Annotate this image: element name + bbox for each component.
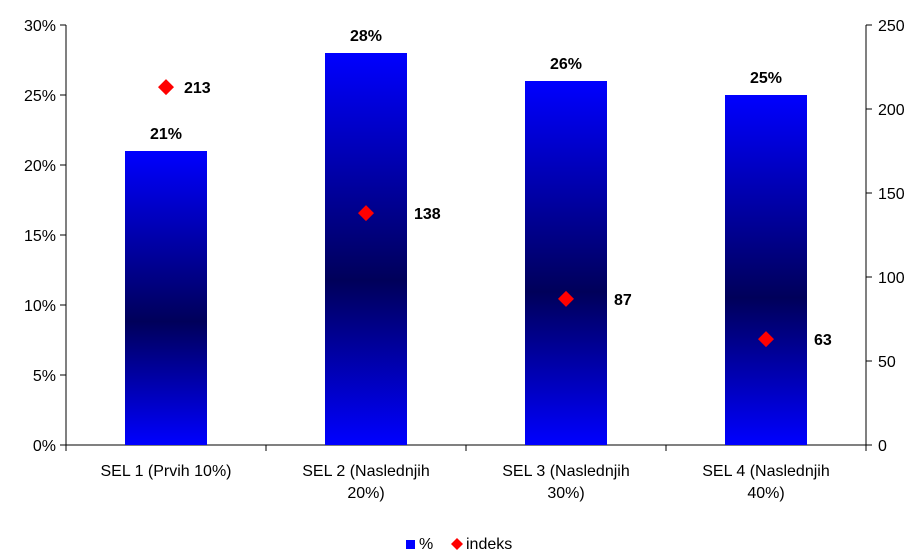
right-tick-label: 0 — [878, 438, 887, 455]
category-label: SEL 2 (Naslednjih 20%) — [302, 463, 429, 502]
left-tick-label: 5% — [33, 368, 56, 385]
category-label: SEL 3 (Naslednjih 30%) — [502, 463, 629, 502]
indeks-marker — [358, 205, 374, 222]
legend-diamond-marker — [451, 538, 463, 550]
left-tick-label: 0% — [33, 438, 56, 455]
bar-series — [125, 53, 807, 445]
indeks-value-label: 213 — [184, 80, 211, 97]
indeks-value-label: 87 — [614, 292, 632, 309]
indeks-marker — [558, 290, 574, 307]
legend-label: indeks — [466, 536, 512, 553]
bar-value-label: 28% — [350, 28, 382, 45]
left-tick-label: 15% — [24, 228, 56, 245]
left-tick-label: 20% — [24, 158, 56, 175]
right-tick-label: 50 — [878, 354, 896, 371]
bar — [725, 95, 807, 445]
bar — [525, 81, 607, 445]
legend-label: % — [419, 536, 433, 553]
left-tick-label: 10% — [24, 298, 56, 315]
left-tick-label: 30% — [24, 18, 56, 35]
category-label: SEL 4 (Naslednjih 40%) — [702, 463, 829, 502]
indeks-value-label: 138 — [414, 206, 441, 223]
indeks-series — [158, 79, 774, 348]
bar-value-label: 21% — [150, 126, 182, 143]
indeks-value-label: 63 — [814, 332, 832, 349]
axes: 0% 5% 10% 15% 20% 25% 30% 0 50 100 150 200 250 SEL 1 … — [24, 18, 905, 502]
legend-square-marker — [406, 540, 415, 549]
category-label: SEL 1 (Prvih 10%) — [100, 463, 231, 480]
bar-value-label: 25% — [750, 70, 782, 87]
left-tick-label: 25% — [24, 88, 56, 105]
right-tick-label: 100 — [878, 270, 905, 287]
legend: % indeks — [406, 536, 512, 553]
right-tick-label: 200 — [878, 102, 905, 119]
indeks-marker — [758, 331, 774, 348]
bar — [325, 53, 407, 445]
right-tick-label: 250 — [878, 18, 905, 35]
right-tick-label: 150 — [878, 186, 905, 203]
bar-value-label: 26% — [550, 56, 582, 73]
indeks-marker — [158, 79, 174, 96]
data-labels: 21% 28% 26% 25% 213 138 87 63 — [150, 28, 832, 349]
bar — [125, 151, 207, 445]
